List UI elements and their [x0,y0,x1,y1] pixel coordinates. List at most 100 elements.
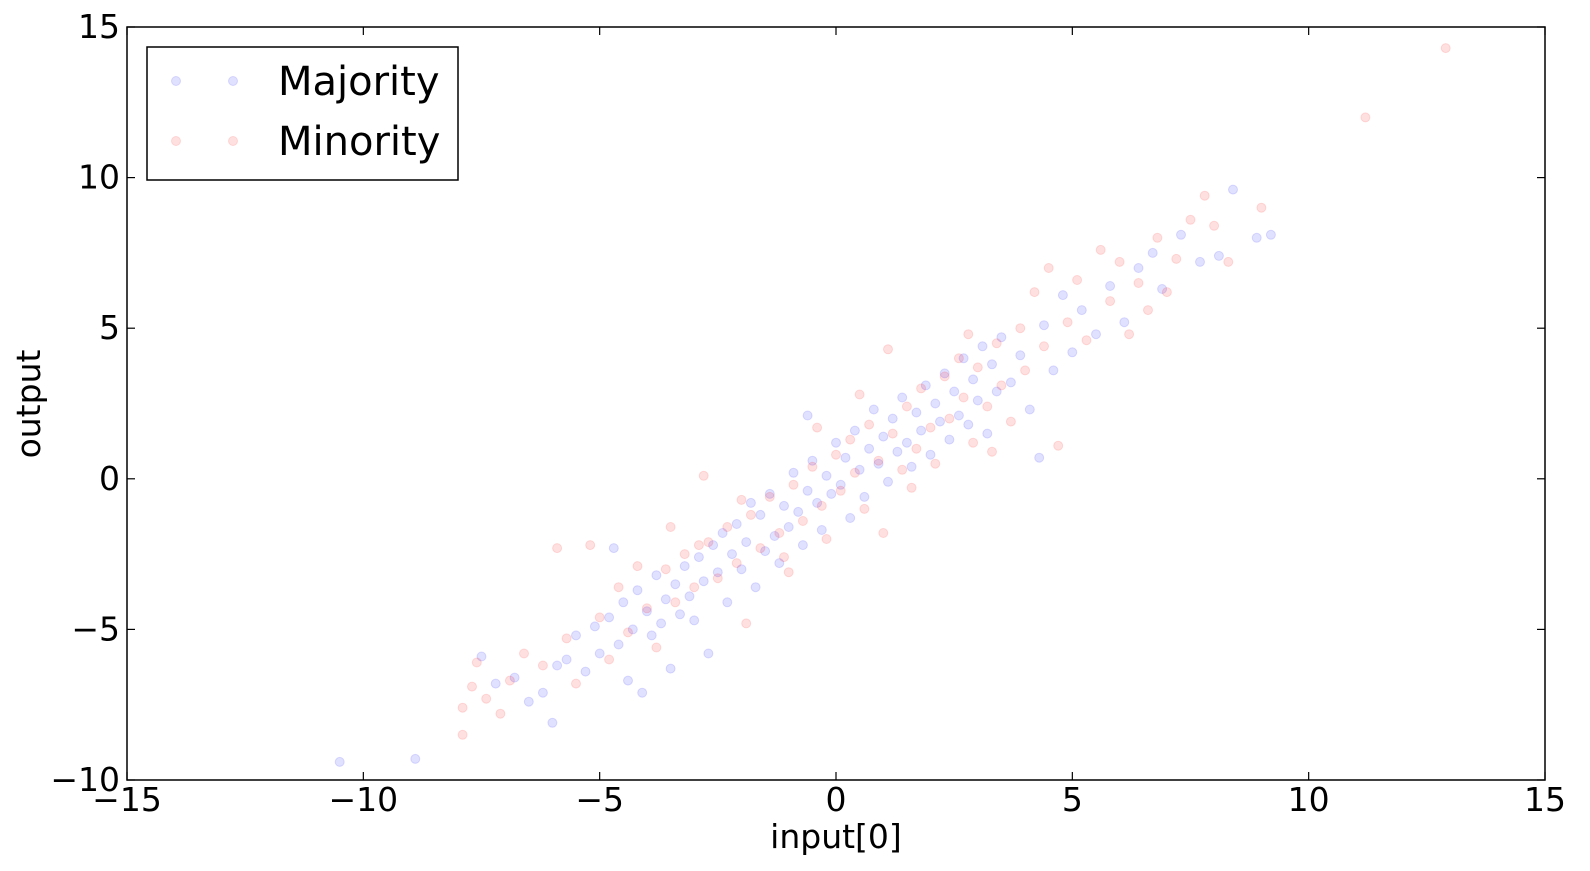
point-majority-4 [509,672,520,683]
point-majority-65 [845,513,856,523]
point-majority-19 [627,624,638,635]
point-minority-84 [1185,214,1196,225]
point-majority-22 [641,606,652,617]
point-minority-51 [901,401,912,412]
point-minority-30 [745,509,756,520]
point-minority-6 [504,675,515,686]
point-minority-15 [613,582,624,593]
y-tick-label-2: 0 [99,459,120,498]
point-minority-52 [911,443,922,454]
point-majority-13 [594,648,605,659]
point-minority-41 [835,485,846,496]
legend-marker-majority-1 [171,76,181,86]
point-minority-66 [1015,323,1026,334]
point-majority-21 [637,687,648,698]
point-majority-84 [935,416,945,427]
point-majority-39 [722,597,733,608]
point-majority-41 [731,519,742,529]
x-tick-label-5: 10 [1288,780,1330,819]
point-majority-3 [490,678,501,689]
point-majority-69 [864,443,875,454]
legend-label-majority: Majority [278,59,440,105]
point-majority-82 [925,449,936,460]
point-majority-53 [788,467,799,478]
point-minority-53 [916,383,927,394]
point-minority-1 [457,702,468,713]
point-majority-1 [410,753,421,764]
point-minority-31 [755,543,766,554]
point-majority-110 [1133,263,1144,273]
point-majority-107 [1091,329,1101,340]
point-majority-12 [589,621,600,632]
point-majority-94 [982,428,993,439]
point-minority-36 [797,516,808,526]
x-tick-label-0: −15 [92,780,162,819]
point-minority-63 [991,338,1002,349]
point-minority-29 [741,618,752,629]
point-minority-57 [944,413,955,424]
y-tick-label-1: −5 [71,609,120,648]
point-minority-62 [982,401,993,412]
point-majority-52 [783,522,794,532]
point-minority-25 [703,537,714,548]
point-minority-28 [731,558,742,569]
point-majority-67 [854,464,865,475]
point-minority-96 [906,482,917,493]
y-tick-label-3: 5 [99,308,120,347]
point-minority-78 [1124,329,1135,340]
point-majority-46 [755,509,766,520]
point-minority-12 [585,540,596,551]
point-majority-91 [968,374,979,385]
point-minority-58 [953,353,964,364]
point-minority-93 [779,552,789,563]
point-minority-3 [471,657,482,668]
point-majority-26 [660,594,671,605]
point-minority-10 [561,633,572,644]
point-majority-87 [949,386,960,397]
point-minority-8 [537,660,548,671]
point-minority-27 [722,522,733,532]
point-majority-38 [717,528,728,538]
point-minority-7 [519,648,529,659]
point-majority-85 [939,368,950,379]
point-majority-113 [1176,229,1186,240]
legend-label-minority: Minority [278,119,440,165]
point-majority-35 [703,648,714,659]
point-majority-18 [623,675,633,686]
point-minority-0 [457,729,468,740]
point-majority-56 [802,485,813,496]
point-majority-100 [1024,404,1035,415]
point-minority-85 [1199,190,1210,201]
point-majority-43 [741,537,752,548]
point-minority-43 [849,467,860,478]
point-majority-2 [476,651,487,662]
point-majority-27 [665,663,676,674]
point-majority-118 [1265,229,1276,240]
point-majority-73 [883,476,893,487]
point-majority-112 [1157,284,1168,294]
y-tick-label-0: −10 [50,760,120,799]
point-majority-80 [916,425,927,436]
point-majority-29 [675,609,685,620]
points-layer [334,43,1451,767]
legend-frame [146,46,459,181]
legend-marker-minority-2 [228,136,238,146]
legend-marker-majority-2 [228,76,238,86]
point-minority-48 [883,344,893,355]
point-minority-14 [604,654,615,665]
point-minority-54 [925,422,936,433]
point-minority-24 [698,470,709,481]
point-minority-18 [641,603,652,614]
point-majority-36 [708,540,719,551]
point-minority-68 [1029,287,1040,298]
point-majority-40 [727,549,737,560]
point-minority-47 [878,528,889,538]
point-majority-51 [779,500,789,511]
y-tick-label-5: 15 [78,7,120,46]
point-minority-35 [788,479,799,490]
point-majority-14 [604,612,615,623]
point-minority-91 [693,540,704,551]
point-minority-34 [783,567,794,578]
point-minority-55 [930,458,941,469]
point-minority-64 [996,380,1007,391]
